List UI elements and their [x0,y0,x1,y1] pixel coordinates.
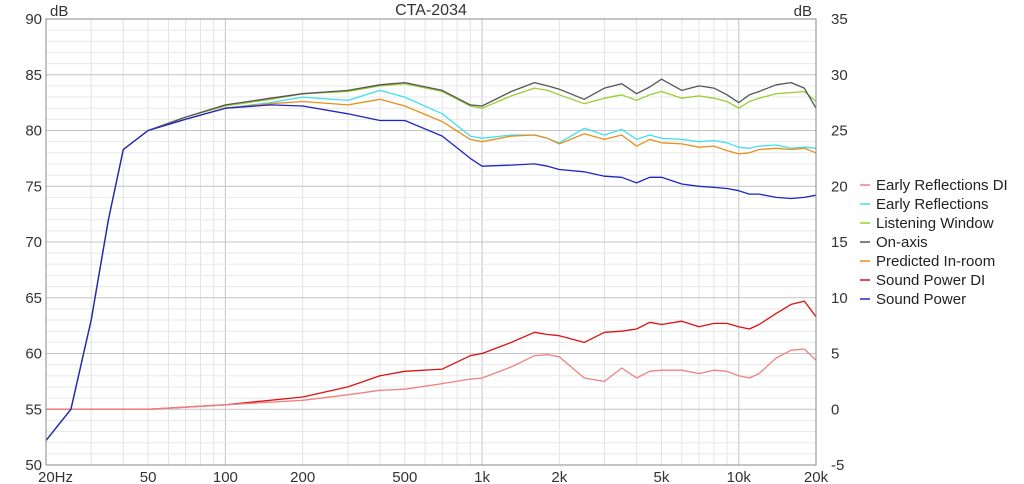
series-line-on-axis [45,78,817,441]
legend-label: Predicted In-room [876,253,995,270]
legend-label: Listening Window [876,215,994,232]
legend-label: Sound Power DI [876,272,985,289]
x-tick-label: 5k [654,469,670,484]
legend: Early Reflections DI Early Reflections Lis… [860,177,1008,308]
tick-labels: 20Hz 50 100 200 500 1k 2k 5k 10k 20k9085807570656… [25,11,847,484]
chart-title: CTA-2034 [395,2,467,19]
series-lines [45,78,817,441]
y-left-tick-label: 80 [25,123,42,140]
y-right-tick-label: 5 [831,346,839,363]
x-tick-label: 1k [474,469,490,484]
x-tick-label: 100 [213,469,238,484]
y-left-tick-label: 65 [25,290,42,307]
legend-label: Sound Power [876,291,966,308]
x-tick-label: 200 [290,469,315,484]
x-tick-label: 20k [804,469,829,484]
y-right-tick-label: 10 [831,290,848,307]
series-line-early-reflections-di [46,348,817,410]
x-tick-label: 20Hz [38,469,73,484]
y-left-tick-label: 70 [25,234,42,251]
legend-label: Early Reflections DI [876,177,1008,194]
series-line-sound-power-di [46,300,817,410]
y-right-tick-label: 15 [831,234,848,251]
x-tick-label: 500 [392,469,417,484]
grid [45,18,817,466]
x-tick-label: 10k [727,469,752,484]
y-right-tick-label: -5 [831,457,844,474]
y-left-tick-label: 85 [25,67,42,84]
y-right-tick-label: 20 [831,178,848,195]
y-right-tick-label: 30 [831,67,848,84]
right-axis-unit: dB [794,3,812,20]
y-left-tick-label: 75 [25,178,42,195]
legend-label: On-axis [876,234,928,251]
y-right-tick-label: 0 [831,401,839,418]
left-axis-unit: dB [50,3,68,20]
y-left-tick-label: 60 [25,346,42,363]
y-left-tick-label: 90 [25,11,42,28]
x-tick-label: 2k [551,469,567,484]
y-right-tick-label: 25 [831,123,848,140]
y-right-tick-label: 35 [831,11,848,28]
y-left-tick-label: 55 [25,401,42,418]
legend-label: Early Reflections [876,196,989,213]
y-left-tick-label: 50 [25,457,42,474]
x-tick-label: 50 [140,469,157,484]
plot-frame [45,18,817,466]
series-line-sound-power [45,104,817,441]
